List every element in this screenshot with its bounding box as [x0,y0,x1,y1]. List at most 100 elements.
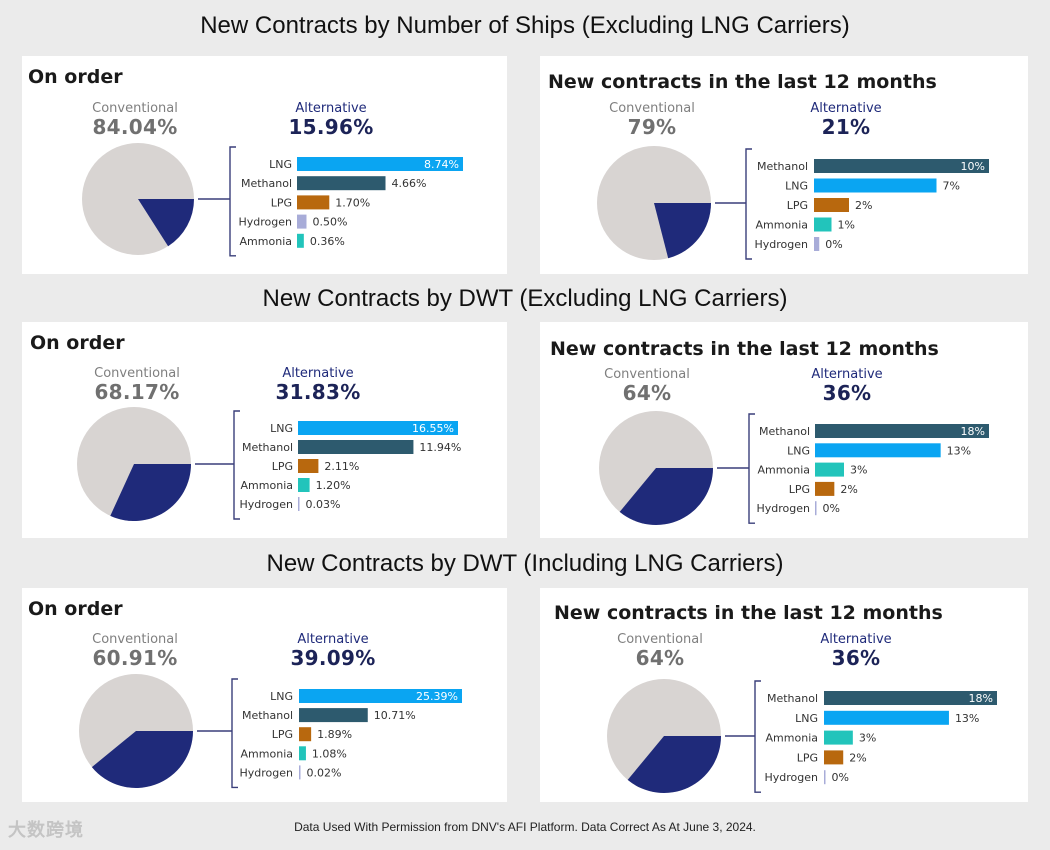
bar-lng [297,157,463,171]
conventional-label: Conventional [604,367,690,382]
pie-slice-alternative [654,203,711,259]
bar-lng [824,710,949,725]
bar-lpg [815,481,835,496]
bar-lng [814,178,937,193]
chart-panel-dwt-excl-last-12: New contracts in the last 12 months Conv… [540,322,1028,538]
conventional-value: 64% [622,381,672,405]
bar-lpg [297,195,330,210]
bar-hydrogen [815,501,817,516]
bar-value-label: 0% [832,771,849,784]
bracket [233,410,240,520]
bar-ammonia [298,478,310,492]
pie-slice-alternative [138,199,194,247]
bar-category-label: Ammonia [758,464,810,477]
bar-value-label: 2% [855,199,872,212]
bar-lpg [824,750,844,765]
panel-title: New contracts in the last 12 months [554,602,943,624]
conventional-value: 64% [635,646,685,670]
bar-value-label: 25.39% [416,690,458,703]
bar-lng [815,443,941,458]
alternative-value: 15.96% [288,115,374,139]
bar-ammonia [814,217,832,232]
bar-category-label: LNG [270,422,293,435]
bar-category-label: LPG [789,483,810,496]
bar-value-label: 2.11% [324,460,359,473]
bar-category-label: LNG [269,158,292,171]
bar-value-label: 16.55% [412,422,454,435]
bar-value-label: 18% [969,692,993,705]
bar-ammonia [824,730,853,745]
chart-svg: Methanol 18% LNG 13% Ammonia 3% LPG 2% Hydrogen 0… [607,679,997,793]
bar-category-label: Ammonia [766,732,818,745]
alternative-value: 36% [831,646,881,670]
section-title-ships: New Contracts by Number of Ships (Exclud… [200,12,850,39]
bar-hydrogen [824,770,826,785]
alternative-label: Alternative [295,101,367,116]
bar-value-label: 1% [838,219,855,232]
bar-ammonia [815,462,844,477]
bar-category-label: Methanol [241,177,292,190]
chart-svg: Methanol 10% LNG 7% LPG 2% Ammonia 1% Hydrogen 0% [597,146,989,260]
alternative-label: Alternative [282,366,354,381]
bar-methanol [298,440,414,454]
conventional-label: Conventional [617,632,703,647]
bar-value-label: 18% [961,425,985,438]
alternative-label: Alternative [297,632,369,647]
bar-category-label: LNG [270,690,293,703]
panel-title: On order [28,598,123,620]
pie-slice-alternative [91,731,193,788]
bar-value-label: 0.03% [306,498,341,511]
section-title-dwt-excl: New Contracts by DWT (Excluding LNG Carr… [262,285,788,312]
bar-value-label: 7% [943,180,960,193]
bar-value-label: 4.66% [392,177,427,190]
chart-panel-ships-last-12: New contracts in the last 12 months Conv… [540,56,1028,274]
alternative-label: Alternative [811,367,883,382]
chart-panel-dwt-incl-on-order: On order Conventional 60.91% Alternative… [22,588,507,802]
bar-lng [298,421,458,435]
footer-note: Data Used With Permission from DNV's AFI… [294,820,756,834]
bar-category-label: LNG [787,444,810,457]
bar-category-label: Hydrogen [755,238,809,251]
bar-value-label: 0.36% [310,235,345,248]
section-title-dwt-incl: New Contracts by DWT (Including LNG Carr… [266,550,784,577]
bar-methanol [824,691,997,705]
bar-hydrogen [298,497,300,511]
bar-hydrogen [297,214,307,229]
chart-panel-ships-on-order: On order Conventional 84.04% Alternative… [22,56,507,274]
bar-category-label: Methanol [757,160,808,173]
bar-category-label: Hydrogen [239,216,293,229]
bar-category-label: Methanol [759,425,810,438]
bar-category-label: Ammonia [241,747,293,760]
bar-category-label: LNG [795,712,818,725]
bar-value-label: 0% [823,502,840,515]
bar-category-label: LPG [271,196,292,209]
bar-category-label: Hydrogen [240,766,294,779]
bar-value-label: 2% [849,751,866,764]
bar-value-label: 8.74% [424,158,459,171]
conventional-label: Conventional [609,101,695,116]
bar-methanol [297,176,386,191]
bar-category-label: Hydrogen [757,502,811,515]
bar-methanol [815,424,989,438]
pie-slice-alternative [110,464,191,521]
bar-category-label: Hydrogen [765,771,819,784]
bar-category-label: LNG [785,180,808,193]
bar-methanol [299,708,368,723]
bar-ammonia [297,233,304,248]
bar-category-label: LPG [272,728,293,741]
conventional-value: 60.91% [92,646,178,670]
panel-title: New contracts in the last 12 months [550,338,939,360]
bar-value-label: 1.08% [312,747,347,760]
bracket [754,680,761,793]
bar-lpg [298,459,319,473]
bracket [229,146,236,257]
panel-title: On order [28,66,123,88]
bar-value-label: 0% [825,238,842,251]
conventional-label: Conventional [94,366,180,381]
bar-value-label: 0.02% [307,766,342,779]
bracket [231,678,238,789]
alternative-label: Alternative [810,101,882,116]
alternative-value: 31.83% [275,380,361,404]
bar-ammonia [299,746,306,761]
panel-title: New contracts in the last 12 months [548,71,937,93]
